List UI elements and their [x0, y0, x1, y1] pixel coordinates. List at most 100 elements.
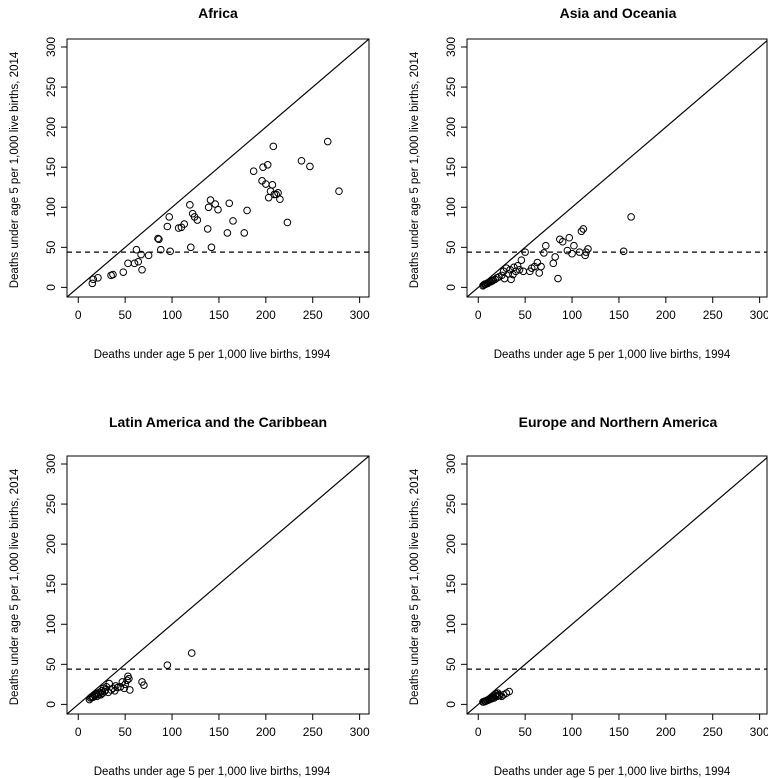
panel-title: Europe and Northern America [519, 414, 718, 430]
y-tick-label: 150 [44, 574, 58, 594]
data-point [193, 216, 202, 224]
data-point [130, 259, 139, 268]
data-point [206, 196, 215, 204]
data-point [144, 251, 153, 260]
x-tick-label: 50 [518, 308, 532, 322]
y-tick-label: 100 [444, 614, 458, 634]
data-point [533, 258, 542, 267]
y-tick-label: 150 [44, 157, 58, 177]
data-point [94, 273, 102, 282]
y-tick-label: 0 [444, 284, 458, 291]
data-point [121, 680, 129, 689]
x-tick-label: 150 [609, 308, 629, 322]
y-tick-label: 100 [44, 614, 58, 634]
data-point [540, 249, 548, 257]
y-axis-label: Deaths under age 5 per 1,000 live births… [9, 51, 21, 288]
data-point [187, 243, 195, 252]
data-point [513, 261, 522, 270]
data-point [249, 167, 258, 176]
data-point [274, 189, 282, 197]
x-axis-label: Deaths under age 5 per 1,000 live births… [94, 766, 331, 778]
diagonal-line [467, 456, 767, 714]
data-point [119, 268, 128, 276]
panel-title: Latin America and the Caribbean [109, 414, 327, 430]
data-point [125, 674, 133, 683]
data-point [116, 682, 125, 691]
panel-title: Africa [198, 5, 238, 21]
data-point [155, 235, 163, 244]
x-tick-label: 150 [209, 725, 229, 739]
y-tick-label: 250 [444, 494, 458, 514]
data-point [88, 279, 97, 288]
y-tick-label: 100 [44, 197, 58, 217]
x-axis-label: Deaths under age 5 per 1,000 live births… [494, 766, 731, 778]
plot-frame [466, 455, 768, 715]
data-point [505, 687, 514, 696]
x-tick-label: 100 [162, 725, 182, 739]
data-point [276, 195, 284, 204]
data-point [204, 203, 213, 212]
data-point [269, 142, 278, 151]
x-tick-label: 200 [656, 725, 676, 739]
plot-frame [466, 38, 768, 298]
x-tick-label: 150 [209, 308, 229, 322]
data-point [225, 199, 234, 208]
data-point [214, 205, 222, 214]
y-tick-label: 300 [44, 37, 58, 57]
data-point [89, 275, 98, 284]
y-tick-label: 100 [444, 197, 458, 217]
y-axis-label: Deaths under age 5 per 1,000 live births… [9, 468, 21, 705]
data-point [558, 237, 567, 246]
data-point [619, 247, 628, 256]
y-axis-label: Deaths under age 5 per 1,000 live births… [409, 51, 421, 288]
panel-2: Asia and Oceania 0 50 100 150 200 250 300 0 50 100… [409, 5, 768, 361]
y-tick-label: 150 [444, 157, 458, 177]
y-axis-label: Deaths under age 5 per 1,000 live births… [409, 468, 421, 705]
data-point [229, 217, 237, 225]
x-axis-label: Deaths under age 5 per 1,000 live births… [494, 349, 731, 361]
panel-1: Africa 0 50 100 150 200 250 300 0 50 100 150 200 250 3… [9, 5, 370, 361]
x-tick-label: 200 [656, 308, 676, 322]
data-point [163, 222, 172, 231]
data-point [335, 187, 343, 196]
y-tick-label: 50 [444, 657, 458, 671]
data-point [180, 220, 189, 228]
data-point [263, 160, 272, 169]
data-point [581, 251, 589, 260]
y-tick-label: 50 [444, 240, 458, 254]
y-tick-label: 50 [44, 657, 58, 671]
plot-frame [66, 455, 370, 715]
data-point [535, 269, 544, 277]
y-tick-label: 300 [44, 454, 58, 474]
data-point [111, 682, 120, 690]
x-tick-label: 200 [256, 725, 276, 739]
y-tick-label: 250 [44, 77, 58, 97]
diagonal-line [467, 39, 767, 297]
x-tick-label: 50 [518, 725, 532, 739]
y-tick-label: 200 [444, 117, 458, 137]
data-point [268, 181, 277, 189]
x-tick-label: 0 [475, 308, 482, 322]
y-tick-label: 200 [44, 534, 58, 554]
diagonal-line [67, 39, 369, 297]
y-tick-label: 0 [44, 701, 58, 708]
data-point [186, 201, 194, 209]
data-point [207, 243, 216, 252]
data-point [203, 225, 212, 233]
data-point [120, 684, 129, 693]
data-point [109, 270, 117, 279]
data-point [297, 156, 306, 165]
data-point [124, 259, 132, 268]
y-tick-label: 200 [444, 534, 458, 554]
x-tick-label: 0 [475, 725, 482, 739]
x-tick-label: 250 [703, 308, 723, 322]
y-tick-label: 250 [444, 77, 458, 97]
data-point [126, 686, 134, 694]
data-point [137, 250, 145, 259]
data-point [187, 649, 196, 657]
data-point [223, 229, 232, 237]
data-point [565, 233, 574, 242]
x-tick-label: 300 [350, 725, 370, 739]
